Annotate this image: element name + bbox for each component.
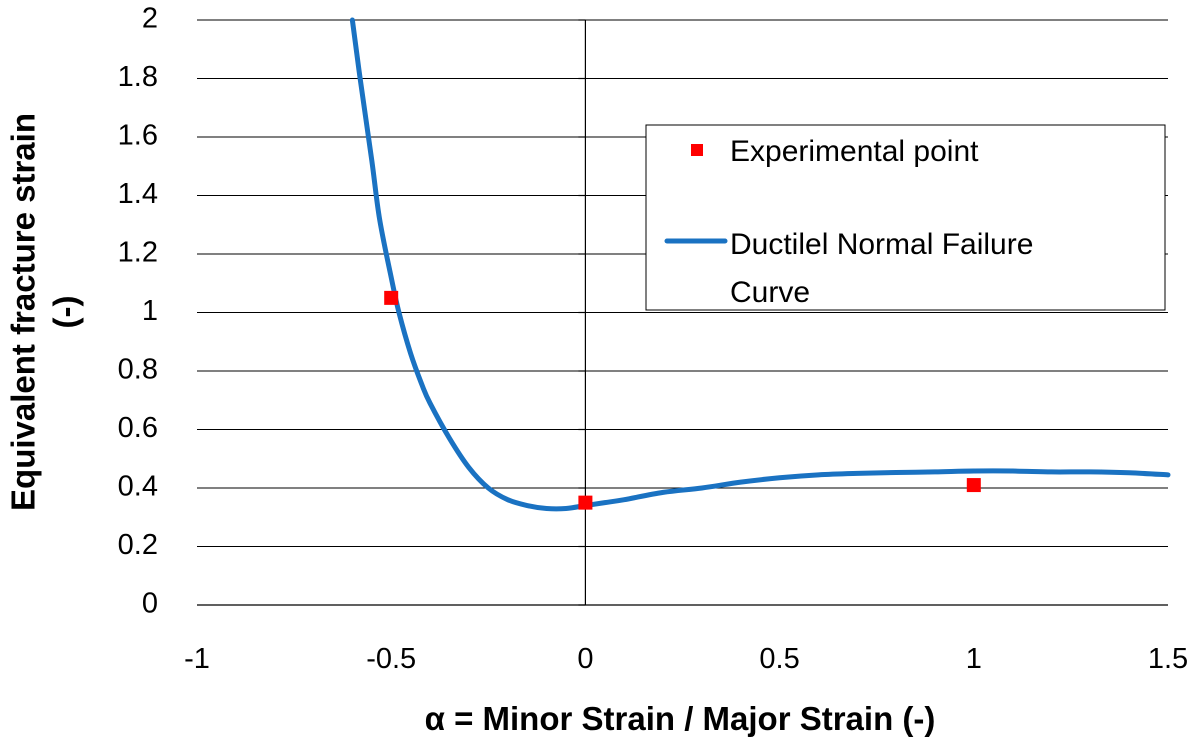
- legend-label-experimental: Experimental point: [730, 135, 979, 168]
- legend: Experimental point Ductilel Normal Failu…: [645, 124, 1166, 311]
- y-tick-label-3: 0.6: [118, 412, 158, 444]
- y-tick-label-5: 1: [142, 295, 158, 327]
- x-tick-label-0: -1: [184, 643, 210, 675]
- x-axis-label: α = Minor Strain / Major Strain (-): [425, 700, 936, 737]
- x-tick-label-4: 1: [966, 643, 982, 675]
- legend-marker-experimental: [691, 144, 703, 156]
- x-tick-label-5: 1.5: [1148, 643, 1188, 675]
- y-tick-label-9: 1.8: [118, 61, 158, 93]
- experimental-point-1: [578, 495, 593, 510]
- y-tick-label-8: 1.6: [118, 120, 158, 152]
- experimental-point-2: [966, 478, 981, 493]
- legend-label-curve-line2: Curve: [730, 276, 810, 309]
- y-tick-label-1: 0.2: [118, 529, 158, 561]
- data-series: [349, 17, 1171, 512]
- y-axis-label-group: Equivalent fracture strain (-): [5, 113, 84, 511]
- y-tick-label-10: 2: [142, 3, 158, 35]
- x-tick-label-2: 0: [577, 643, 593, 675]
- y-tick-label-4: 0.8: [118, 354, 158, 386]
- y-axis-label-line2: (-): [47, 296, 84, 329]
- y-tick-label-7: 1.4: [118, 178, 158, 210]
- experimental-point-0: [384, 290, 399, 305]
- x-tick-label-1: -0.5: [366, 643, 416, 675]
- legend-label-curve-line1: Ductilel Normal Failure: [730, 228, 1033, 261]
- y-tick-label-2: 0.4: [118, 471, 158, 503]
- y-tick-labels: 0 0.2 0.4 0.6 0.8 1 1.2 1.4 1.6 1.8 2: [118, 3, 158, 620]
- y-axis-label-line1: Equivalent fracture strain: [5, 113, 42, 511]
- x-tick-labels: -1 -0.5 0 0.5 1 1.5: [184, 643, 1188, 675]
- x-tick-label-3: 0.5: [759, 643, 799, 675]
- y-tick-label-0: 0: [142, 588, 158, 620]
- y-tick-label-6: 1.2: [118, 237, 158, 269]
- legend-box: [645, 124, 1166, 311]
